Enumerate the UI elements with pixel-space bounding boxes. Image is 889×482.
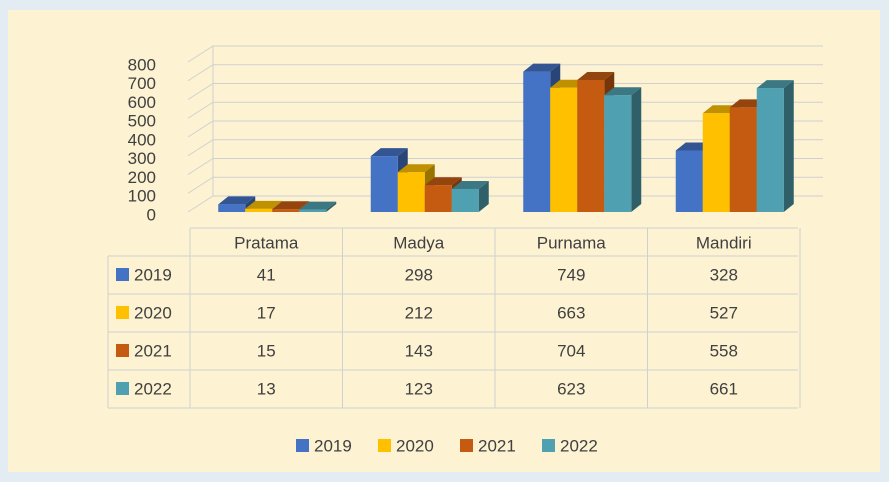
bar-side bbox=[478, 180, 489, 212]
bar-front bbox=[577, 80, 605, 212]
legend-label: 2019 bbox=[314, 436, 352, 455]
table-header: Mandiri bbox=[696, 233, 752, 252]
table-cell: 298 bbox=[405, 265, 433, 284]
table-cell: 13 bbox=[257, 379, 276, 398]
y-tick-label: 800 bbox=[128, 55, 156, 74]
table-header: Madya bbox=[393, 233, 445, 252]
bar-front bbox=[272, 209, 300, 212]
bar-front bbox=[550, 87, 578, 212]
bar-side bbox=[631, 87, 642, 212]
y-tick-label: 200 bbox=[128, 168, 156, 187]
bar-top bbox=[218, 196, 256, 205]
table-cell: 661 bbox=[710, 379, 738, 398]
bar-top bbox=[604, 87, 642, 96]
table-legend-key bbox=[116, 306, 129, 319]
bar-top bbox=[451, 180, 489, 189]
bar-front bbox=[218, 204, 246, 212]
chart-area bbox=[8, 10, 880, 472]
legend-label: 2021 bbox=[478, 436, 516, 455]
bar-top bbox=[370, 148, 408, 157]
table-cell: 143 bbox=[405, 341, 433, 360]
table-row-label: 2019 bbox=[134, 265, 172, 284]
bar-front bbox=[702, 113, 730, 212]
legend-key bbox=[296, 439, 309, 452]
table-cell: 623 bbox=[557, 379, 585, 398]
table-header: Purnama bbox=[537, 233, 607, 252]
legend-label: 2022 bbox=[560, 436, 598, 455]
bar-top bbox=[756, 80, 794, 89]
table-cell: 749 bbox=[557, 265, 585, 284]
data-table: Pratama Madya Purnama Mandiri 2019 41 298 749 32… bbox=[107, 227, 801, 409]
bar-top bbox=[397, 164, 435, 173]
bar-side bbox=[326, 201, 337, 212]
bar bbox=[299, 201, 337, 212]
table-row-label: 2022 bbox=[134, 379, 172, 398]
y-tick-label: 0 bbox=[147, 205, 156, 224]
bar-front bbox=[397, 172, 425, 212]
table-cell: 704 bbox=[557, 341, 585, 360]
bar-top bbox=[523, 63, 561, 72]
y-tick-label: 100 bbox=[128, 187, 156, 206]
bar-top bbox=[299, 201, 337, 210]
bar-front bbox=[424, 185, 452, 212]
table-cell: 41 bbox=[257, 265, 276, 284]
y-tick-label: 500 bbox=[128, 112, 156, 131]
bar-top bbox=[577, 72, 615, 80]
bar-front bbox=[756, 88, 784, 212]
table-legend-key bbox=[116, 344, 129, 357]
legend-key bbox=[460, 439, 473, 452]
bar-side bbox=[783, 80, 794, 212]
bar-top bbox=[424, 177, 462, 186]
y-tick-label: 700 bbox=[128, 74, 156, 93]
table-row-label: 2021 bbox=[134, 341, 172, 360]
bar-front bbox=[523, 71, 551, 212]
bar bbox=[451, 180, 489, 212]
table-cell: 558 bbox=[710, 341, 738, 360]
y-tick-label: 400 bbox=[128, 130, 156, 149]
bar bbox=[370, 148, 408, 212]
bar-top bbox=[245, 200, 283, 209]
bars bbox=[218, 63, 794, 212]
legend-key bbox=[542, 439, 555, 452]
bar-front bbox=[675, 150, 703, 212]
table-header: Pratama bbox=[234, 233, 299, 252]
bar bbox=[756, 80, 794, 212]
table-cell: 663 bbox=[557, 303, 585, 322]
table-cell: 212 bbox=[405, 303, 433, 322]
legend-key bbox=[378, 439, 391, 452]
table-cell: 527 bbox=[710, 303, 738, 322]
bar-front bbox=[245, 208, 273, 212]
y-tick-label: 300 bbox=[128, 149, 156, 168]
table-legend-key bbox=[116, 268, 129, 281]
bar-top bbox=[272, 201, 310, 210]
bar bbox=[604, 87, 642, 212]
table-cell: 328 bbox=[710, 265, 738, 284]
legend-label: 2020 bbox=[396, 436, 434, 455]
table-cell: 123 bbox=[405, 379, 433, 398]
bar-front bbox=[451, 188, 479, 212]
legend: 2019 2020 2021 2022 bbox=[296, 436, 598, 455]
y-tick-label: 600 bbox=[128, 93, 156, 112]
bar-front bbox=[729, 107, 757, 212]
bar-front bbox=[299, 209, 327, 212]
bar-front bbox=[604, 95, 632, 212]
table-legend-key bbox=[116, 382, 129, 395]
table-cell: 15 bbox=[257, 341, 276, 360]
bar-front bbox=[370, 156, 398, 212]
table-row-label: 2020 bbox=[134, 303, 172, 322]
table-cell: 17 bbox=[257, 303, 276, 322]
